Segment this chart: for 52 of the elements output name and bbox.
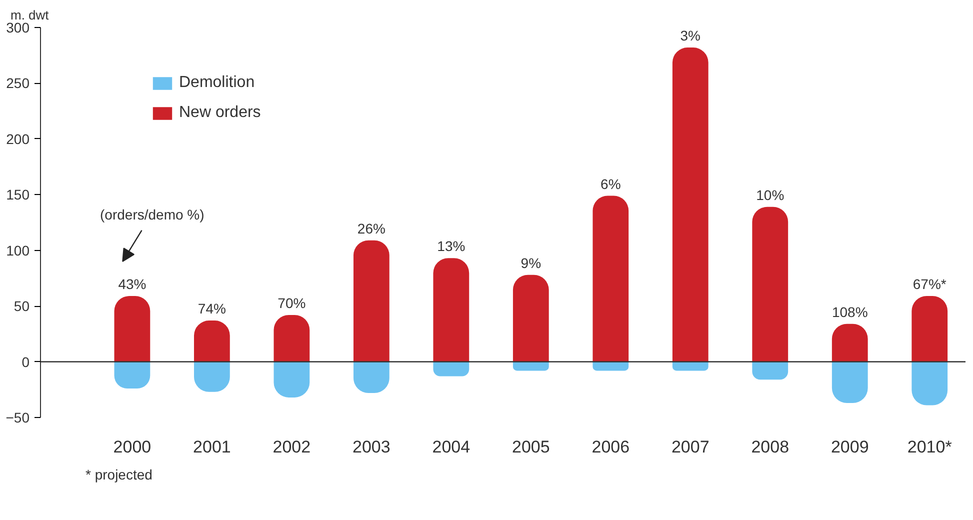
text: * projected (86, 466, 152, 482)
bar (912, 362, 948, 406)
y-tick-label: 50 (14, 298, 30, 314)
annotation: 67%* (912, 276, 947, 292)
y-axis-title: m. dwt (10, 8, 50, 22)
x-tick-label: 2005 (512, 438, 550, 456)
bar (353, 240, 390, 362)
x-tick-label: 2010* (907, 438, 952, 456)
y-tick-label: −50 (6, 410, 30, 426)
y-tick-label: 300 (6, 20, 30, 36)
bar (832, 362, 868, 404)
bar (274, 314, 310, 362)
annotation: 9% (520, 254, 542, 271)
annotation: 43% (118, 276, 146, 292)
bar (592, 196, 629, 362)
annotation: 74% (198, 300, 226, 317)
annotation: 70% (278, 294, 306, 311)
x-tick-label: 2007 (671, 438, 710, 456)
bar (752, 362, 788, 380)
bar (672, 48, 708, 362)
x-tick-label: 2001 (193, 438, 231, 456)
bar (512, 362, 549, 371)
x-tick-label: 2004 (432, 438, 470, 456)
x-tick-label: 2006 (592, 438, 630, 456)
bar (592, 362, 629, 371)
legend-label: Demolition (179, 74, 255, 92)
y-tick-label: 100 (6, 242, 30, 258)
bar (672, 362, 708, 371)
bar (114, 296, 150, 362)
annotation: 3% (680, 28, 701, 44)
annotation: 26% (357, 220, 386, 236)
y-tick-label: 250 (6, 75, 30, 92)
annotation: 13% (437, 238, 466, 254)
x-tick-label: 2008 (751, 438, 790, 456)
bar (752, 206, 788, 362)
x-tick-label: 2002 (272, 438, 311, 456)
y-tick-label: 200 (6, 130, 30, 147)
legend-label: New orders (179, 104, 261, 122)
annotation: (orders/demo %) (100, 206, 204, 222)
bar (433, 258, 470, 362)
y-tick-label: 150 (6, 186, 30, 203)
x-tick-label: 2003 (352, 438, 390, 456)
y-tick-label: 0 (22, 354, 30, 370)
bar (194, 320, 230, 362)
x-tick-label: 2000 (113, 438, 152, 456)
x-tick-label: 2009 (830, 438, 869, 456)
annotation: 6% (600, 176, 621, 192)
annotation: 10% (756, 186, 784, 203)
bar (912, 296, 948, 362)
bar (512, 274, 549, 362)
bar (433, 362, 470, 376)
annotation: 108% (832, 304, 868, 320)
